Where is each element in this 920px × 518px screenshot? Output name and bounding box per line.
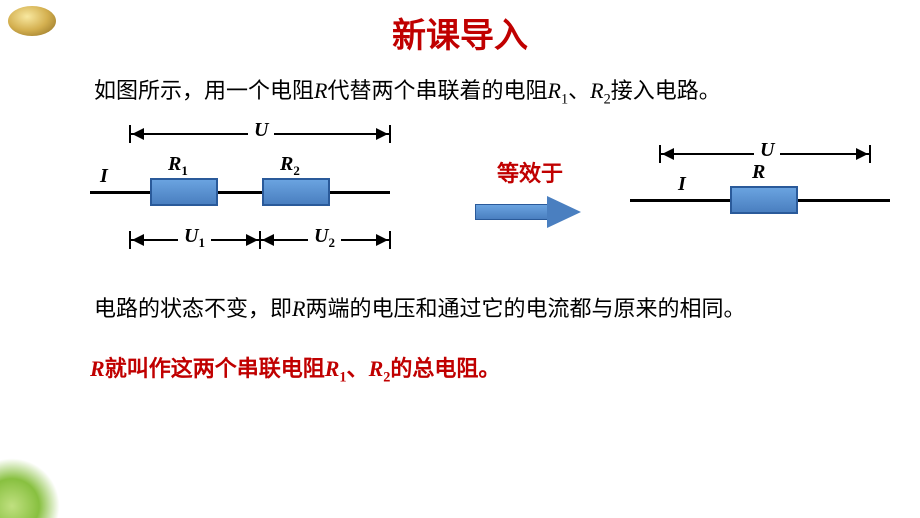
- equiv-arrow-icon: [475, 196, 585, 228]
- wire: [630, 199, 730, 202]
- label-U-right: U: [754, 139, 780, 162]
- state-paragraph: 电路的状态不变，即R两端的电压和通过它的电流都与原来的相同。: [0, 289, 920, 329]
- equiv-label: 等效于: [440, 156, 620, 188]
- circuit-diagram: U R1 R2 I U1 U2 等效于: [0, 121, 920, 271]
- resistor-R: [730, 186, 798, 214]
- left-circuit: U R1 R2 I U1 U2: [90, 121, 420, 271]
- label-I-right: I: [678, 173, 686, 196]
- label-R1: R1: [168, 153, 188, 179]
- intro-paragraph: 如图所示，用一个电阻R代替两个串联着的电阻R1、R2接入电路。: [0, 71, 920, 113]
- conclusion: R就叫作这两个串联电阻R1、R2的总电阻。: [0, 351, 920, 386]
- label-U: U: [248, 119, 274, 142]
- label-R: R: [752, 161, 765, 184]
- wire: [798, 199, 890, 202]
- label-U2: U2: [308, 225, 341, 251]
- right-circuit: U R I: [630, 141, 890, 241]
- logo-icon: [8, 6, 56, 36]
- label-R2: R2: [280, 153, 300, 179]
- wire: [90, 191, 150, 194]
- resistor-R2: [262, 178, 330, 206]
- equivalence: 等效于: [440, 156, 620, 228]
- corner-decoration: [0, 458, 60, 518]
- label-I: I: [100, 165, 108, 188]
- wire: [218, 191, 262, 194]
- wire: [330, 191, 390, 194]
- resistor-R1: [150, 178, 218, 206]
- label-U1: U1: [178, 225, 211, 251]
- page-title: 新课导入: [0, 0, 920, 57]
